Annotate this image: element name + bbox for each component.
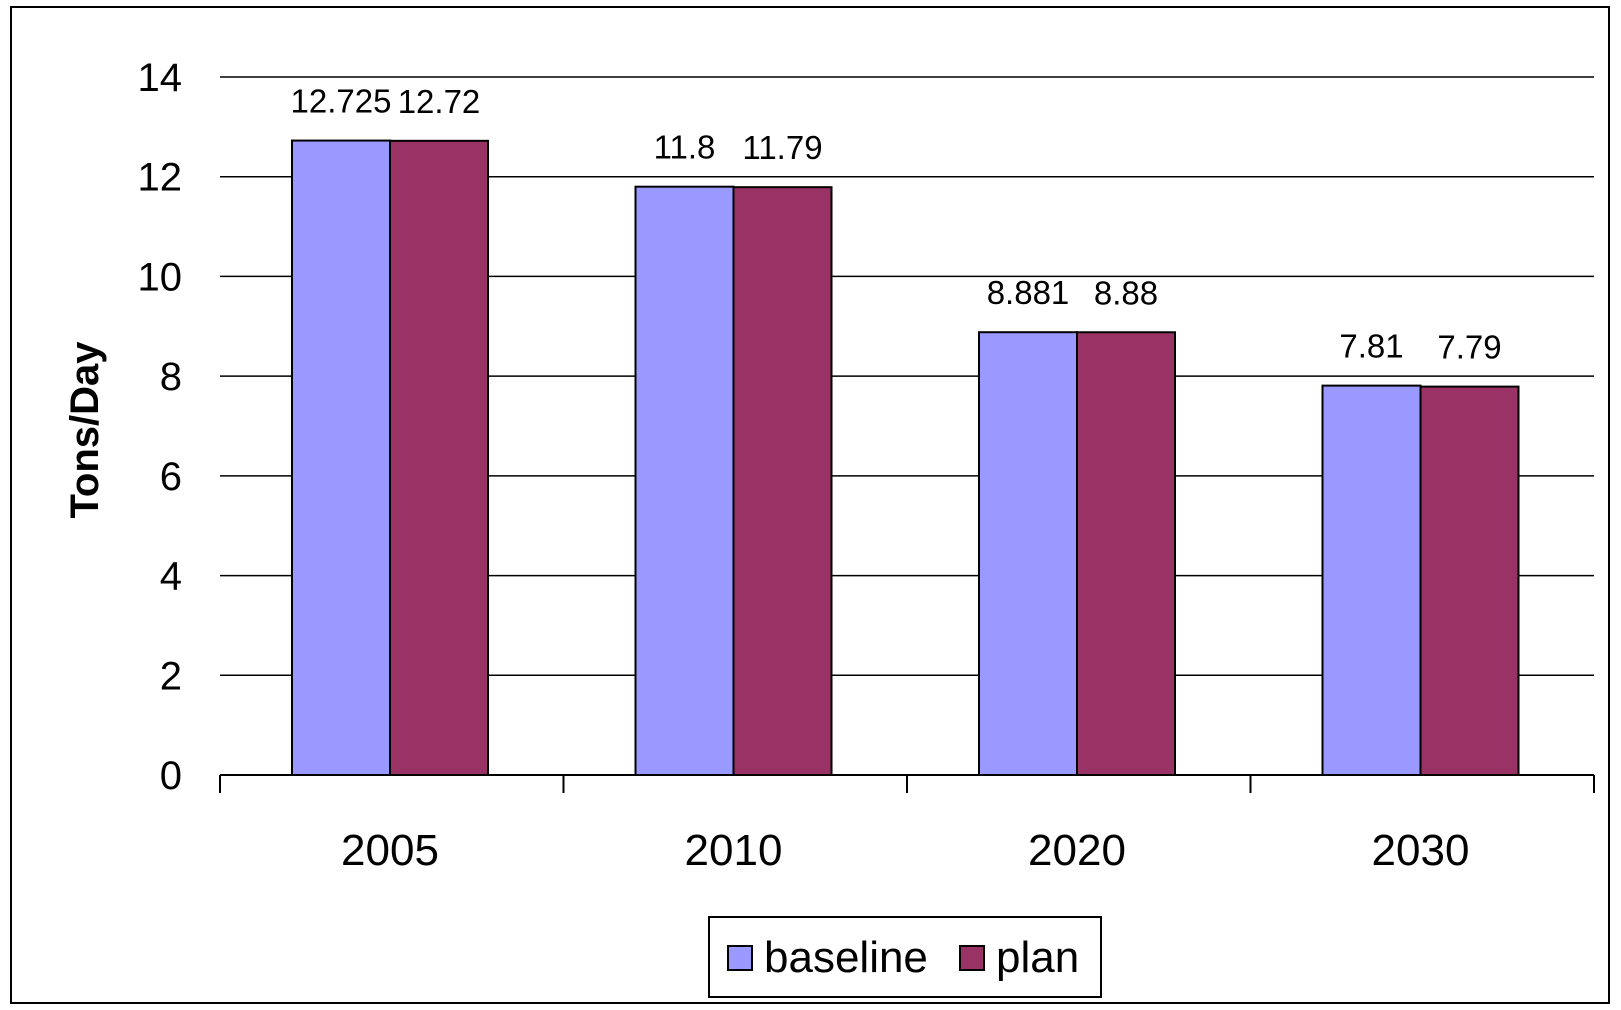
bars	[291, 139, 1520, 777]
x-tick-label: 2020	[1028, 826, 1126, 875]
data-label-baseline-2010: 11.8	[654, 129, 716, 166]
data-label-plan-2030: 7.79	[1437, 329, 1501, 366]
x-tick-label: 2005	[341, 826, 439, 875]
y-tick-label: 4	[160, 555, 182, 599]
x-axis	[219, 774, 1595, 793]
y-tick-label: 2	[160, 654, 182, 698]
bar-baseline-2005	[291, 139, 391, 776]
bar-baseline-2010	[634, 185, 735, 776]
y-tick-label: 0	[160, 754, 182, 798]
y-tick-label: 6	[160, 455, 182, 499]
legend-box	[708, 916, 1102, 998]
bar-plan-2030	[1419, 385, 1520, 776]
legend-label-plan: plan	[996, 933, 1079, 982]
data-labels: 12.725 12.72 11.8 11.79 8.881 8.88 7.81 7.79	[291, 83, 1502, 366]
x-tick-label: 2030	[1372, 826, 1470, 875]
data-label-plan-2020: 8.88	[1094, 274, 1158, 311]
y-tick-label: 8	[160, 355, 182, 399]
legend-swatch-plan	[959, 945, 985, 971]
data-label-baseline-2020: 8.881	[987, 274, 1070, 311]
y-tick-label: 14	[138, 56, 183, 100]
legend-swatch-baseline	[727, 945, 753, 971]
data-label-plan-2005: 12.72	[398, 83, 481, 120]
bar-baseline-2020	[978, 331, 1078, 776]
y-tick-labels: 0 2 4 6 8 10 12 14	[138, 56, 183, 798]
x-tick-labels: 2005 2010 2020 2030	[341, 826, 1469, 875]
bar-plan-2010	[732, 186, 833, 777]
data-label-baseline-2005: 12.725	[291, 83, 392, 120]
legend: baseline plan	[708, 916, 1102, 998]
x-tick-label: 2010	[685, 826, 783, 875]
bar-plan-2005	[389, 139, 489, 776]
legend-label-baseline: baseline	[764, 933, 928, 982]
y-tick-label: 10	[138, 255, 183, 299]
y-tick-label: 12	[138, 156, 183, 200]
bar-baseline-2030	[1321, 384, 1422, 776]
y-axis-title: Tons/Day	[63, 341, 107, 519]
data-label-baseline-2030: 7.81	[1339, 328, 1403, 365]
bar-plan-2020	[1076, 331, 1176, 776]
data-label-plan-2010: 11.79	[742, 129, 822, 166]
